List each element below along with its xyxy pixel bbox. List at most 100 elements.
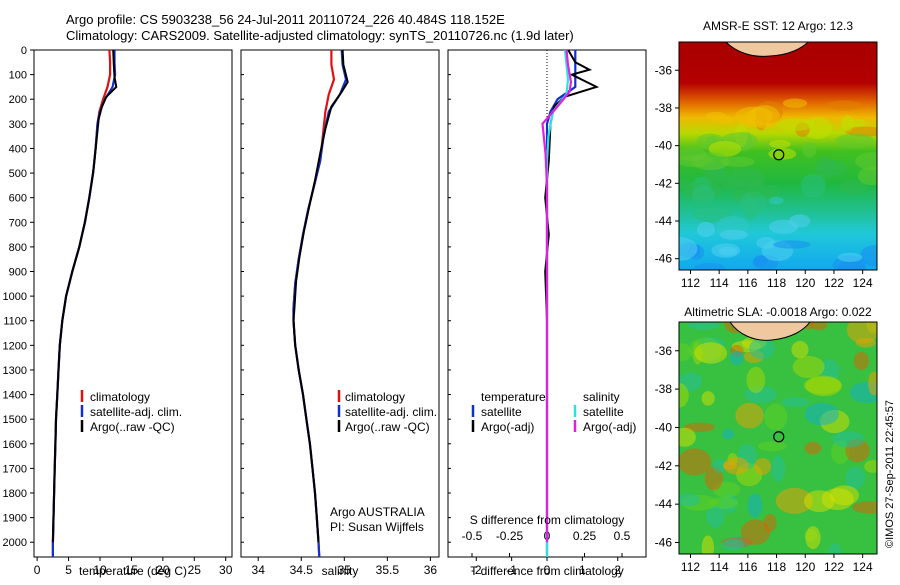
depth-tick-label: 500: [9, 168, 27, 180]
legend-salinity-title: salinity: [583, 390, 620, 404]
sla-coastline: [729, 322, 811, 341]
x-top-tick-label: -0.5: [462, 529, 483, 543]
sst-blob: [749, 105, 781, 129]
depth-tick-label: 800: [9, 242, 27, 254]
sla-map-title: Altimetric SLA: -0.0018 Argo: 0.022: [684, 305, 872, 319]
sla-blob: [722, 461, 737, 470]
map-x-tick-label: 124: [853, 276, 873, 290]
sst-blob: [820, 160, 847, 176]
depth-tick-label: 0: [21, 45, 27, 57]
depth-tick-label: 700: [9, 217, 27, 229]
sst-blob: [740, 191, 768, 215]
series-line-argo: [292, 49, 349, 543]
sla-blob: [679, 448, 712, 476]
map-x-tick-label: 122: [824, 276, 844, 290]
sla-blob: [683, 422, 716, 432]
x-tick-label: 25: [188, 563, 202, 577]
map-y-tick-label: -36: [655, 344, 673, 358]
sla-blob: [729, 351, 744, 366]
x-tick-label: 30: [219, 563, 233, 577]
sst-blob: [841, 115, 854, 132]
map-x-tick-label: 118: [767, 560, 786, 574]
depth-tick-label: 1200: [3, 340, 27, 352]
series-line-argo: [51, 49, 118, 543]
x-tick-label: 1: [579, 563, 586, 577]
header-line2: Climatology: CARS2009. Satellite-adjuste…: [66, 28, 574, 43]
sla-blob: [864, 460, 877, 473]
map-x-tick-label: 114: [710, 276, 729, 290]
sla-blob: [679, 427, 696, 447]
sla-blob: [803, 490, 835, 513]
depth-tick-label: 1900: [3, 513, 27, 525]
sla-blobs: [679, 322, 877, 554]
sla-blob: [754, 457, 772, 475]
sst-blob: [720, 156, 755, 167]
sla-blob: [845, 466, 866, 490]
sla-map-axes: 112 114 116 118 120 122 124 -36 -38 -40 -42 -44 -46: [655, 344, 873, 574]
sst-blob: [837, 252, 863, 263]
temperature-series: [51, 49, 118, 557]
depth-tick-label: 300: [9, 119, 27, 131]
x-top-tick-label: 0.5: [614, 529, 631, 543]
sla-blob: [735, 402, 764, 429]
x-tick-label: 0: [34, 563, 41, 577]
temperature-axis-label: temperature (deg C): [79, 564, 187, 578]
sla-blob: [867, 371, 877, 396]
map-y-tick-label: -38: [655, 101, 673, 115]
sla-argo-marker: [773, 431, 785, 443]
sst-blob: [837, 260, 866, 270]
x-tick-label: -1: [506, 563, 517, 577]
sst-blob: [711, 115, 735, 124]
sla-blob: [853, 351, 869, 371]
argo-credit-line1: Argo AUSTRALIA: [330, 505, 425, 519]
legend-climatology-label: climatology: [90, 390, 150, 404]
sst-blob: [838, 179, 868, 195]
depth-tick-label: 1500: [3, 414, 27, 426]
map-y-tick-label: -42: [655, 459, 673, 473]
legend-climatology-label: climatology: [345, 390, 405, 404]
sla-blob: [679, 493, 701, 507]
difference-top-axis-label: S difference from climatology: [470, 513, 625, 527]
legend-satellite-label: satellite-adj. clim.: [345, 405, 437, 419]
sst-blob: [835, 133, 874, 148]
map-x-tick-label: 116: [738, 276, 757, 290]
depth-tick-label: 200: [9, 94, 27, 106]
sla-blob: [804, 402, 840, 426]
sla-blob: [746, 366, 766, 394]
sst-blob: [855, 152, 877, 171]
map-y-tick-label: -46: [655, 535, 673, 549]
sla-blob: [792, 355, 825, 379]
sla-blob: [782, 397, 810, 407]
difference-legend: temperature salinity satellite Argo(-adj…: [471, 390, 636, 434]
sla-blob: [805, 526, 821, 550]
sst-blob: [692, 184, 715, 207]
x-tick-label: 35: [338, 563, 352, 577]
sst-coastline: [725, 42, 809, 57]
sst-blob: [775, 118, 815, 131]
x-tick-label: 35.5: [376, 563, 400, 577]
depth-tick-label: 1300: [3, 365, 27, 377]
map-x-tick-label: 120: [795, 560, 815, 574]
temperature-plot-frame: [33, 49, 233, 558]
sst-blob: [769, 139, 791, 149]
salinity-axis-label: salinity: [322, 564, 359, 578]
depth-tick-label: 2000: [3, 537, 27, 549]
sla-blob: [803, 376, 842, 395]
sla-blob: [701, 535, 714, 554]
sst-blob: [768, 196, 784, 205]
difference-axis-label: T difference from climatology: [470, 564, 624, 578]
x-tick-label: 15: [125, 563, 139, 577]
sst-blob: [860, 245, 877, 267]
sla-blob: [771, 455, 786, 482]
sst-map-axes: 112 114 116 118 120 122 124 -36 -38 -40 -42 -44 -46: [655, 63, 873, 290]
sla-blob: [791, 340, 809, 359]
legend-argo-label: Argo(..raw -QC): [345, 420, 430, 434]
sla-blob: [757, 441, 787, 452]
sst-blob: [718, 246, 738, 256]
sla-blob: [849, 381, 877, 404]
depth-tick-label: 400: [9, 143, 27, 155]
sla-map-field: [679, 322, 877, 554]
sla-blob: [846, 322, 877, 344]
sst-argo-marker: [773, 149, 785, 161]
